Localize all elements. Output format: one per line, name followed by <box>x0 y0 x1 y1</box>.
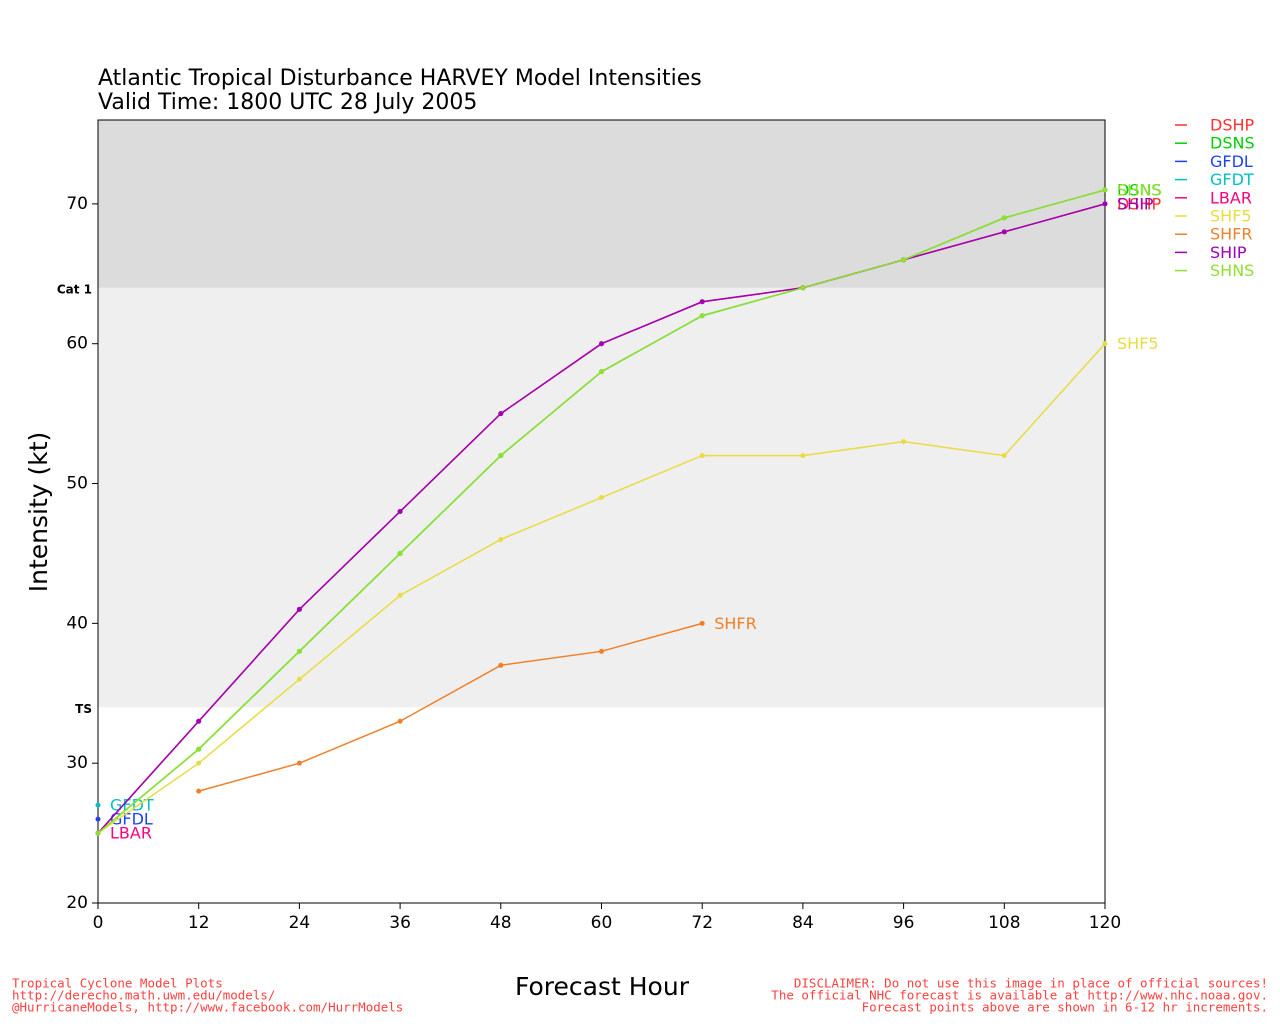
x-tick-label: 24 <box>289 913 311 933</box>
footer-text: The official NHC forecast is available a… <box>771 988 1268 1003</box>
x-tick-label: 120 <box>1089 913 1121 933</box>
footer-text: DISCLAIMER: Do not use this image in pla… <box>794 976 1268 991</box>
data-point <box>1102 187 1108 193</box>
x-tick-label: 12 <box>188 913 210 933</box>
y-tick-label: 30 <box>66 753 88 773</box>
legend-label: DSHP <box>1210 116 1255 135</box>
series-end-label: SHF5 <box>1117 334 1159 353</box>
data-point <box>599 648 604 654</box>
data-point <box>498 411 504 417</box>
footer-text: Tropical Cyclone Model Plots <box>12 976 223 991</box>
data-point <box>1102 341 1108 347</box>
threshold-label: TS <box>75 702 92 716</box>
data-point <box>397 592 403 598</box>
data-point <box>397 718 403 724</box>
data-point <box>901 257 907 263</box>
legend-label: SHF5 <box>1210 207 1252 226</box>
data-point <box>296 648 302 654</box>
x-tick-label: 0 <box>93 913 104 933</box>
data-point <box>296 760 302 766</box>
y-tick-label: 40 <box>66 613 88 633</box>
x-tick-label: 84 <box>792 913 814 933</box>
data-point <box>95 816 101 822</box>
data-point <box>901 439 907 445</box>
series-end-label: DSNS <box>1117 180 1162 199</box>
data-point <box>699 620 705 626</box>
x-tick-label: 48 <box>490 913 512 933</box>
data-point <box>699 299 705 305</box>
series-line <box>198 622 703 792</box>
x-axis-label: Forecast Hour <box>515 972 690 1001</box>
footer-text: Forecast points above are shown in 6-12 … <box>862 1000 1268 1015</box>
threshold-label: Cat 1 <box>57 282 92 296</box>
data-point <box>498 536 504 542</box>
legend-label: GFDL <box>1210 152 1253 171</box>
y-tick-label: 20 <box>66 893 88 913</box>
x-tick-label: 36 <box>389 913 411 933</box>
data-point <box>800 285 806 291</box>
series-end-label: DSHP <box>1117 194 1162 213</box>
footer-text: @HurricaneModels, http://www.facebook.co… <box>12 1000 403 1015</box>
y-axis-label: Intensity (kt) <box>24 432 53 593</box>
data-point <box>296 606 302 612</box>
chart-subtitle: Valid Time: 1800 UTC 28 July 2005 <box>98 90 477 115</box>
series-end-label: LBAR <box>110 824 152 843</box>
chart-title: Atlantic Tropical Disturbance HARVEY Mod… <box>98 66 702 91</box>
data-point <box>1102 201 1108 207</box>
legend-label: SHIP <box>1210 243 1247 262</box>
data-point <box>196 788 202 794</box>
threshold-band <box>98 120 1105 288</box>
data-point <box>699 313 705 319</box>
data-point <box>1001 215 1007 221</box>
legend-label: SHNS <box>1210 261 1254 280</box>
data-point <box>196 760 202 766</box>
data-point <box>1001 229 1007 235</box>
data-point <box>599 341 604 347</box>
x-tick-label: 72 <box>691 913 713 933</box>
data-point <box>599 369 604 375</box>
legend-label: DSNS <box>1210 134 1255 153</box>
series-end-label: SHFR <box>714 614 757 633</box>
x-tick-label: 108 <box>988 913 1020 933</box>
data-point <box>699 453 705 459</box>
legend-label: SHFR <box>1210 225 1253 244</box>
y-tick-label: 60 <box>66 334 88 354</box>
data-point <box>296 676 302 682</box>
legend-label: LBAR <box>1210 188 1252 207</box>
legend-label: GFDT <box>1210 170 1254 189</box>
data-point <box>599 495 604 501</box>
data-point <box>397 509 403 514</box>
data-point <box>397 550 403 556</box>
x-tick-label: 96 <box>893 913 915 933</box>
data-point <box>95 830 101 836</box>
data-point <box>196 718 202 724</box>
series-end-label: SHIP <box>1117 194 1154 213</box>
data-point <box>800 453 806 459</box>
data-point <box>196 746 202 752</box>
data-point <box>95 802 101 808</box>
data-point <box>1001 453 1007 459</box>
data-point <box>498 453 504 459</box>
y-tick-label: 70 <box>66 194 88 214</box>
series-end-label: SHNS <box>1117 180 1161 199</box>
x-tick-label: 60 <box>591 913 613 933</box>
data-point <box>498 662 504 668</box>
y-tick-label: 50 <box>66 474 88 494</box>
footer-text: http://derecho.math.uwm.edu/models/ <box>12 988 275 1003</box>
